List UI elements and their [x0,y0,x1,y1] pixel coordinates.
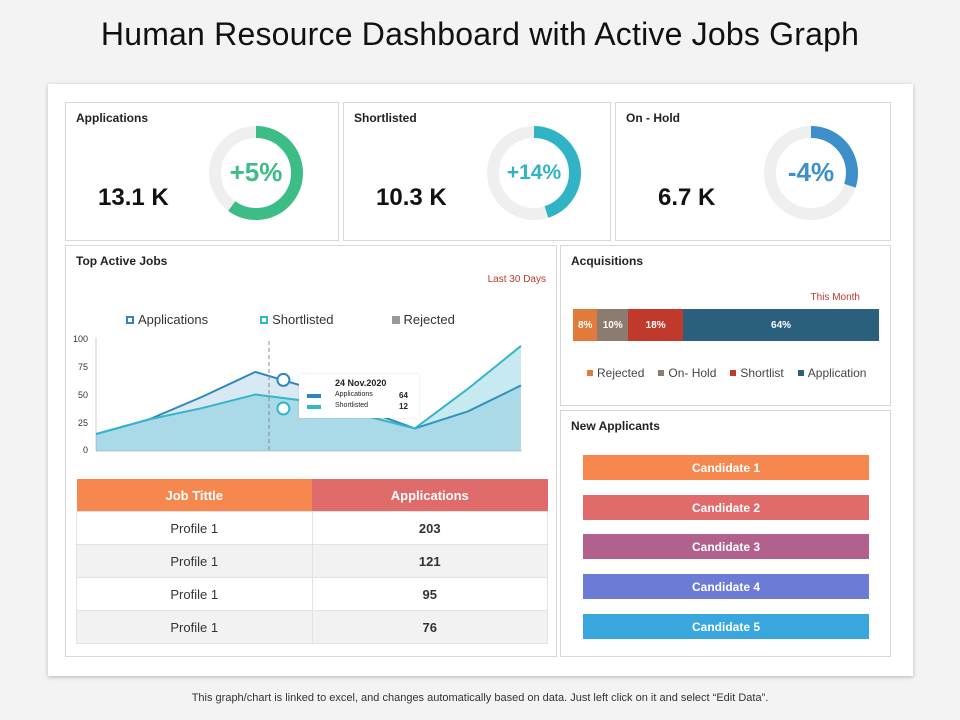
new-applicants-card: New Applicants Candidate 1 Candidate 2 C… [560,410,891,657]
tooltip-swatch [307,394,321,398]
candidate-5-button[interactable]: Candidate 5 [583,614,869,639]
applications-cell: 76 [311,610,548,644]
table-header-applications[interactable]: Applications [312,479,548,512]
y-tick: 100 [72,334,88,344]
new-applicants-title: New Applicants [571,419,660,433]
tooltip-applications-value: 64 [399,391,408,400]
kpi-donut: -4% [763,125,859,221]
jobs-table: Job Tittle Applications Profile 1 203 Pr… [76,479,548,644]
active-jobs-chart[interactable] [66,246,558,476]
legend-label: Shortlisted [272,312,334,327]
acquisitions-legend: Rejected On- Hold Shortlist Application [587,366,866,380]
legend-swatch [587,370,593,376]
acq-segment-shortlist[interactable]: 18% [628,309,684,341]
legend-label: Application [807,366,867,380]
kpi-title: Shortlisted [354,111,417,125]
marker-layer [276,372,291,416]
kpi-card-applications[interactable]: Applications 13.1 K +5% [65,102,339,241]
period-label: Last 30 Days [487,274,546,285]
legend-swatch [658,370,665,376]
area-shortlisted [96,345,521,451]
job-title-cell: Profile 1 [76,511,313,545]
kpi-value: 6.7 K [658,184,716,211]
legend-swatch [260,315,269,324]
kpi-donut-arc [764,126,858,220]
table-row[interactable]: Profile 1 203 [76,511,548,545]
legend-label: Rejected [597,366,645,380]
acq-segment-on-hold[interactable]: 10% [597,309,629,341]
acq-legend-item[interactable]: Shortlist [730,366,784,380]
kpi-donut: +14% [486,125,582,221]
candidate-1-button[interactable]: Candidate 1 [583,455,869,480]
candidate-2-button[interactable]: Candidate 2 [583,495,869,520]
legend-swatch [797,370,804,376]
acq-legend-item[interactable]: On- Hold [658,366,716,380]
legend-swatch [126,315,134,324]
legend-item-shortlisted[interactable]: Shortlisted [260,312,334,327]
page-title: Human Resource Dashboard with Active Job… [100,16,860,52]
tooltip-date: 24 Nov.2020 [335,378,387,388]
legend-label: On- Hold [668,366,717,380]
chart-tooltip: 24 Nov.2020 Applications 64 Shortlisted … [299,374,419,418]
table-row[interactable]: Profile 1 76 [76,610,548,644]
table-row[interactable]: Profile 1 121 [76,544,548,578]
job-title-cell: Profile 1 [76,610,313,644]
kpi-title: Applications [76,111,149,125]
acq-segment-rejected[interactable]: 8% [573,309,598,341]
y-tick: 0 [82,445,88,455]
tooltip-applications-label: Applications [335,391,373,398]
applications-cell: 121 [311,544,548,578]
legend-swatch [730,370,737,376]
table-row[interactable]: Profile 1 95 [76,577,548,611]
kpi-change: +14% [506,161,562,184]
top-active-jobs-card: Top Active Jobs Last 30 Days Application… [65,245,557,657]
legend-item-rejected[interactable]: Rejected [391,312,455,327]
candidate-3-button[interactable]: Candidate 3 [583,534,869,559]
legend-label: Rejected [403,312,455,327]
dashboard-canvas: Applications 13.1 K +5% Shortlisted 10.3… [48,84,913,676]
tooltip-shortlisted-value: 12 [399,402,408,411]
applications-cell: 95 [311,577,548,611]
legend-label: Shortlist [740,366,784,380]
top-active-jobs-title: Top Active Jobs [76,254,168,268]
acquisitions-title: Acquisitions [571,254,644,268]
acquisitions-period: This Month [810,292,860,303]
footnote: This graph/chart is linked to excel, and… [191,692,769,704]
tooltip-swatch [307,405,321,409]
y-tick: 25 [77,418,88,428]
hover-marker-applications [276,372,291,387]
hover-marker-shortlisted [276,401,291,416]
y-tick: 75 [77,362,88,372]
acquisitions-stacked-bar[interactable]: 8% 10% 18% 64% [573,309,879,341]
kpi-value: 13.1 K [98,184,169,211]
acq-legend-item[interactable]: Application [797,366,867,380]
job-title-cell: Profile 1 [76,544,313,578]
kpi-value: 10.3 K [376,184,447,211]
kpi-change: +5% [229,157,283,187]
applications-cell: 203 [311,511,548,545]
acq-segment-application[interactable]: 64% [683,309,879,341]
kpi-title: On - Hold [626,111,680,125]
kpi-card-on-hold[interactable]: On - Hold 6.7 K -4% [615,102,891,241]
chart-legend: Applications Shortlisted Rejected [126,312,455,327]
legend-swatch [391,315,400,324]
kpi-card-shortlisted[interactable]: Shortlisted 10.3 K +14% [343,102,611,241]
tooltip-shortlisted-label: Shortlisted [335,402,369,409]
candidate-4-button[interactable]: Candidate 4 [583,574,869,599]
kpi-donut-arc [487,126,581,220]
y-tick: 50 [77,390,88,400]
legend-label: Applications [138,312,209,327]
acquisitions-card: Acquisitions This Month 8% 10% 18% 64% Reje… [560,245,891,406]
acq-legend-item[interactable]: Rejected [587,366,644,380]
legend-item-applications[interactable]: Applications [126,312,208,327]
kpi-donut: +5% [208,125,304,221]
table-header-job-title[interactable]: Job Tittle [76,479,312,512]
kpi-donut-arc [209,126,303,220]
kpi-change: -4% [787,157,835,187]
job-title-cell: Profile 1 [76,577,313,611]
